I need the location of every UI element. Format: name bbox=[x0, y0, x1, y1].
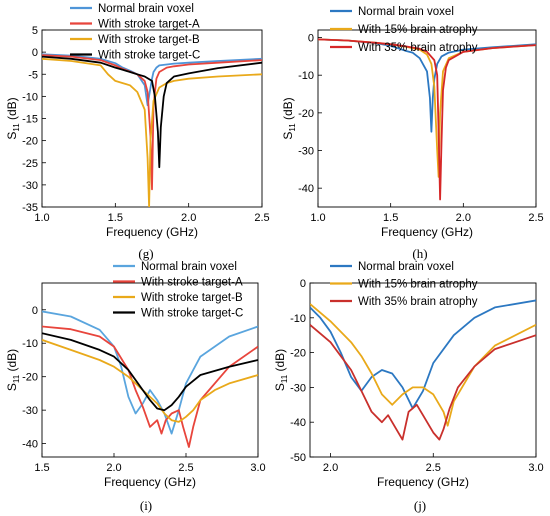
legend: Normal brain voxel With stroke target-A Wi… bbox=[113, 261, 243, 320]
panel-label: (h) bbox=[412, 246, 427, 261]
legend-label: With stroke target-A bbox=[141, 277, 243, 289]
x-tick-label: 2.5 bbox=[528, 212, 543, 224]
y-tick-label: 0 bbox=[32, 47, 38, 59]
x-axis-label: Frequency (GHz) bbox=[381, 225, 473, 239]
series-line-1 bbox=[310, 299, 536, 410]
panel-label: (g) bbox=[138, 246, 153, 261]
series-line-3 bbox=[318, 38, 536, 201]
legend-label: With 35% brain atrophy bbox=[358, 296, 478, 308]
series-line-4 bbox=[42, 55, 262, 169]
y-tick-label: -25 bbox=[22, 158, 38, 170]
legend-label: With 35% brain atrophy bbox=[358, 42, 478, 54]
x-axis-label: Frequency (GHz) bbox=[104, 475, 196, 489]
y-axis-label: S11 (dB) bbox=[5, 97, 21, 139]
legend-label: With stroke target-A bbox=[98, 19, 200, 31]
x-tick-label: 3.0 bbox=[528, 462, 543, 474]
x-tick-label: 2.0 bbox=[106, 462, 121, 474]
series-line-3 bbox=[42, 339, 258, 423]
x-tick-label: 2.0 bbox=[323, 462, 338, 474]
x-tick-label: 3.0 bbox=[250, 462, 265, 474]
series-group bbox=[318, 38, 536, 201]
chart-panel-4: 2.0 2.5 3.0 0 -10 -20 -30 -40 -50 Frequency (GHz)… bbox=[273, 261, 544, 513]
legend-label: With 15% brain atrophy bbox=[358, 279, 478, 291]
y-tick-label: -50 bbox=[290, 452, 306, 464]
x-tick-label: 2.5 bbox=[426, 462, 441, 474]
y-tick-label: -20 bbox=[298, 108, 314, 120]
series-group bbox=[42, 310, 258, 448]
series-line-3 bbox=[42, 57, 262, 207]
y-tick-label: -10 bbox=[22, 338, 38, 350]
y-tick-label: -10 bbox=[298, 70, 314, 82]
legend: Normal brain voxel With 15% brain atrophy… bbox=[330, 6, 478, 54]
x-tick-label: 1.0 bbox=[34, 212, 49, 224]
y-tick-label: 0 bbox=[300, 278, 306, 290]
y-tick-label: 0 bbox=[308, 33, 314, 45]
y-tick-label: -5 bbox=[28, 69, 38, 81]
y-tick-label: -20 bbox=[22, 372, 38, 384]
y-tick-label: -10 bbox=[290, 313, 306, 325]
panel-label: (i) bbox=[140, 498, 152, 513]
y-axis-label: S11 (dB) bbox=[273, 349, 289, 391]
y-tick-label: -10 bbox=[22, 91, 38, 103]
y-tick-label: -30 bbox=[290, 382, 306, 394]
panel-label: (j) bbox=[414, 498, 426, 513]
series-line-1 bbox=[318, 38, 536, 133]
y-tick-label: 0 bbox=[32, 305, 38, 317]
series-line-2 bbox=[318, 38, 536, 178]
x-tick-label: 2.0 bbox=[456, 212, 471, 224]
series-group bbox=[310, 299, 536, 441]
series-line-2 bbox=[42, 325, 258, 448]
y-tick-label: -35 bbox=[22, 202, 38, 214]
series-line-3 bbox=[310, 324, 536, 441]
series-line-1 bbox=[42, 310, 258, 435]
y-axis-label: S11 (dB) bbox=[281, 97, 297, 139]
y-tick-label: -30 bbox=[298, 146, 314, 158]
y-axis-label: S11 (dB) bbox=[5, 349, 21, 391]
y-tick-label: -30 bbox=[22, 180, 38, 192]
chart-panel-1: 1.0 1.5 2.0 2.5 5 0 -5 -10 -15 -20 -25 -30 -35 Freque… bbox=[5, 3, 270, 261]
plot-frame bbox=[41, 282, 259, 458]
legend-label: Normal brain voxel bbox=[141, 261, 237, 273]
legend-label: With 15% brain atrophy bbox=[358, 24, 478, 36]
x-tick-label: 2.5 bbox=[254, 212, 269, 224]
legend-label: With stroke target-B bbox=[141, 292, 243, 304]
x-tick-label: 1.5 bbox=[108, 212, 123, 224]
series-line-1 bbox=[42, 53, 262, 107]
y-tick-label: -40 bbox=[22, 439, 38, 451]
x-axis-label: Frequency (GHz) bbox=[377, 475, 469, 489]
series-line-2 bbox=[310, 303, 536, 427]
y-tick-label: -15 bbox=[22, 114, 38, 126]
x-axis-label: Frequency (GHz) bbox=[106, 225, 198, 239]
legend-label: Normal brain voxel bbox=[358, 6, 454, 18]
plot-frame bbox=[317, 29, 537, 208]
y-tick-label: -40 bbox=[290, 417, 306, 429]
plot-frame bbox=[309, 282, 537, 458]
y-tick-label: -20 bbox=[22, 136, 38, 148]
legend-label: With stroke target-B bbox=[98, 34, 200, 46]
y-tick-label: -20 bbox=[290, 348, 306, 360]
legend-label: Normal brain voxel bbox=[98, 3, 194, 15]
x-tick-label: 1.0 bbox=[310, 212, 325, 224]
legend-label: With stroke target-C bbox=[141, 308, 243, 320]
legend: Normal brain voxel With stroke target-A Wi… bbox=[70, 3, 200, 62]
chart-panel-3: 1.5 2.0 2.5 3.0 0 -10 -20 -30 -40 Frequency (GHz)… bbox=[5, 261, 266, 513]
x-tick-label: 1.5 bbox=[34, 462, 49, 474]
legend-label: With stroke target-C bbox=[98, 50, 200, 62]
x-tick-label: 2.0 bbox=[181, 212, 196, 224]
y-tick-label: -40 bbox=[298, 183, 314, 195]
x-tick-label: 2.5 bbox=[178, 462, 193, 474]
y-tick-label: -30 bbox=[22, 405, 38, 417]
chart-panel-2: 1.0 1.5 2.0 2.5 0 -10 -20 -30 -40 Frequency (GHz)… bbox=[281, 6, 544, 261]
legend-label: Normal brain voxel bbox=[358, 261, 454, 273]
x-tick-label: 1.5 bbox=[383, 212, 398, 224]
series-group bbox=[42, 53, 262, 207]
legend: Normal brain voxel With 15% brain atrophy… bbox=[330, 261, 478, 308]
y-tick-label: 5 bbox=[32, 25, 38, 37]
series-line-4 bbox=[42, 332, 258, 412]
